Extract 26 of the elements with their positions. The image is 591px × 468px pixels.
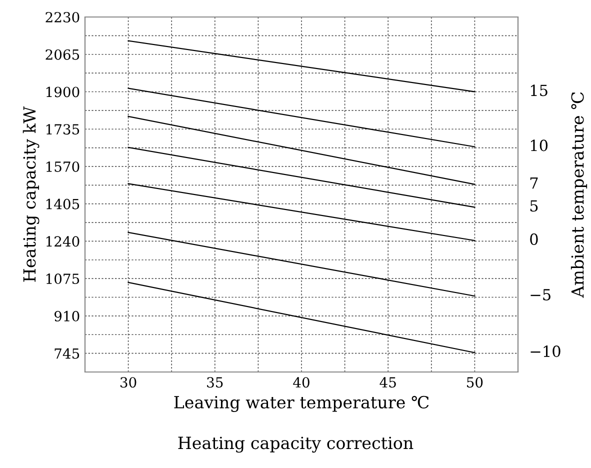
x-tick-label: 30 (120, 377, 136, 388)
y-tick-label: 2065 (46, 49, 80, 60)
text: 0 (530, 233, 538, 245)
x-tick-label: 50 (467, 377, 483, 388)
y-tick-label: 2230 (46, 12, 80, 22)
x-axis-title: Leaving water temperature ℃ (174, 396, 429, 412)
y-tick-label: 1570 (46, 161, 80, 172)
text: −10 (530, 346, 560, 358)
text: −5 (530, 289, 550, 300)
y-tick-label: 1900 (46, 86, 80, 98)
y-tick-label: 1405 (46, 198, 80, 210)
text: 10 (530, 140, 548, 152)
text: 5 (530, 200, 538, 212)
y-tick-label: 1240 (46, 236, 80, 247)
y-axis-title: Heating capacity kW (22, 106, 40, 282)
text: 7 (530, 177, 538, 189)
y2-axis-title: Ambient temperature ℃ (570, 92, 588, 298)
text: Heating capacity correction (178, 436, 414, 453)
x-tick-label: 35 (207, 377, 223, 388)
y-tick-label: 1075 (46, 274, 80, 284)
x-tick-label: 40 (293, 377, 310, 388)
x-tick-label: 45 (380, 377, 396, 388)
y-tick-label: 745 (54, 348, 80, 359)
text: 15 (530, 84, 548, 96)
y-tick-label: 910 (54, 310, 80, 322)
y-tick-label: 1735 (46, 124, 80, 135)
